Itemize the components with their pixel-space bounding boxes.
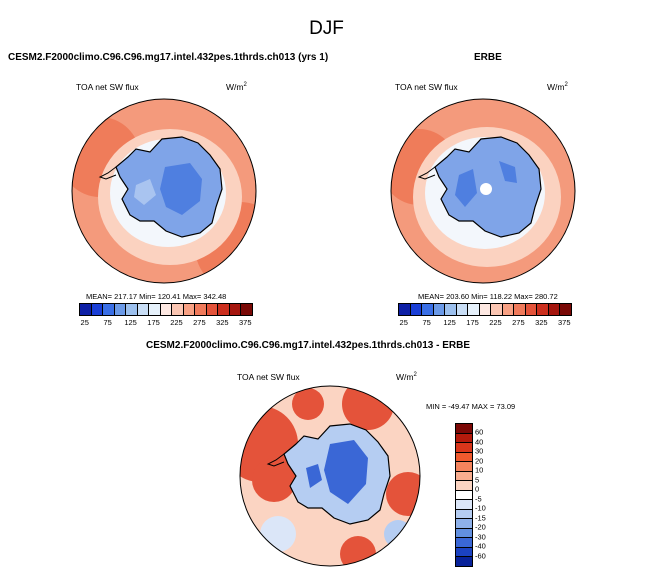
colorbar-swatch	[502, 304, 515, 315]
colorbar-tick-label: 0	[475, 484, 480, 494]
colorbar-swatch	[149, 304, 161, 315]
obs-polar-map	[390, 98, 576, 284]
colorbar-swatch	[241, 304, 252, 315]
colorbar-swatch	[456, 443, 472, 453]
colorbar-tick-label: -10	[475, 503, 486, 513]
colorbar-swatch	[160, 304, 173, 315]
colorbar-swatch	[172, 304, 184, 315]
colorbar-swatch	[468, 304, 480, 315]
colorbar-tick-label: 20	[475, 456, 484, 466]
colorbar-swatch	[456, 557, 472, 566]
colorbar-swatch	[456, 433, 472, 444]
colorbar-tick-label: 275	[193, 318, 206, 327]
colorbar-tick-label: -40	[475, 541, 486, 551]
colorbar-tick-label: 5	[475, 475, 480, 485]
diff-panel-title: CESM2.F2000climo.C96.C96.mg17.intel.432p…	[146, 340, 471, 351]
colorbar-swatch	[456, 481, 472, 491]
colorbar-tick-label: 75	[422, 318, 431, 327]
model-panel-title: CESM2.F2000climo.C96.C96.mg17.intel.432p…	[8, 52, 329, 63]
diff-colorbar	[455, 423, 473, 567]
colorbar-swatch	[456, 519, 472, 529]
colorbar-tick-label: 25	[80, 318, 89, 327]
colorbar-tick-label: 60	[475, 427, 484, 437]
colorbar-tick-label: 225	[489, 318, 502, 327]
colorbar-tick-label: -60	[475, 551, 486, 561]
colorbar-swatch	[103, 304, 115, 315]
colorbar-tick-label: 40	[475, 437, 484, 447]
obs-panel-title: ERBE	[474, 52, 502, 63]
colorbar-tick-label: -20	[475, 522, 486, 532]
colorbar-swatch	[399, 304, 411, 315]
colorbar-tick-label: 30	[475, 446, 484, 456]
obs-variable-label: TOA net SW flux	[395, 82, 458, 92]
colorbar-swatch	[456, 538, 472, 548]
obs-colorbar	[398, 303, 572, 316]
colorbar-swatch	[548, 304, 561, 315]
colorbar-swatch	[445, 304, 457, 315]
colorbar-tick-label: 175	[466, 318, 479, 327]
colorbar-swatch	[491, 304, 503, 315]
colorbar-swatch	[456, 528, 472, 539]
colorbar-swatch	[126, 304, 138, 315]
colorbar-swatch	[456, 424, 472, 434]
obs-polar-hole	[480, 183, 492, 195]
colorbar-swatch	[514, 304, 526, 315]
colorbar-tick-label: 175	[147, 318, 160, 327]
colorbar-tick-label: 10	[475, 465, 484, 475]
colorbar-tick-label: 325	[216, 318, 229, 327]
figure-title: DJF	[309, 18, 344, 39]
colorbar-swatch	[456, 509, 472, 520]
colorbar-swatch	[433, 304, 446, 315]
colorbar-tick-label: 375	[239, 318, 252, 327]
colorbar-swatch	[137, 304, 150, 315]
colorbar-swatch	[456, 500, 472, 510]
colorbar-tick-label: 275	[512, 318, 525, 327]
diff-polar-map	[239, 385, 421, 567]
colorbar-swatch	[537, 304, 549, 315]
colorbar-swatch	[525, 304, 538, 315]
colorbar-swatch	[80, 304, 92, 315]
colorbar-swatch	[183, 304, 196, 315]
colorbar-swatch	[456, 471, 472, 482]
colorbar-tick-label: -5	[475, 494, 482, 504]
colorbar-swatch	[206, 304, 219, 315]
colorbar-swatch	[456, 452, 472, 463]
colorbar-tick-label: 75	[103, 318, 112, 327]
colorbar-swatch	[456, 490, 472, 501]
obs-units-label: W/m2	[547, 82, 568, 92]
colorbar-swatch	[456, 547, 472, 558]
colorbar-swatch	[479, 304, 492, 315]
colorbar-tick-label: -15	[475, 513, 486, 523]
colorbar-tick-label: 25	[399, 318, 408, 327]
colorbar-tick-label: 125	[124, 318, 137, 327]
colorbar-swatch	[456, 304, 469, 315]
model-colorbar	[79, 303, 253, 316]
colorbar-tick-label: 325	[535, 318, 548, 327]
colorbar-tick-label: 375	[558, 318, 571, 327]
diff-units-label: W/m2	[396, 372, 417, 382]
colorbar-swatch	[195, 304, 207, 315]
diff-variable-label: TOA net SW flux	[237, 372, 300, 382]
diff-stats: MIN = -49.47 MAX = 73.09	[426, 402, 516, 411]
colorbar-tick-label: -30	[475, 532, 486, 542]
colorbar-swatch	[422, 304, 434, 315]
colorbar-swatch	[560, 304, 571, 315]
model-stats: MEAN= 217.17 Min= 120.41 Max= 342.48	[86, 292, 227, 301]
model-units-label: W/m2	[226, 82, 247, 92]
model-variable-label: TOA net SW flux	[76, 82, 139, 92]
colorbar-swatch	[91, 304, 104, 315]
colorbar-swatch	[229, 304, 242, 315]
colorbar-tick-label: 125	[443, 318, 456, 327]
colorbar-swatch	[410, 304, 423, 315]
colorbar-tick-label: 225	[170, 318, 183, 327]
colorbar-swatch	[114, 304, 127, 315]
model-polar-map	[71, 98, 257, 284]
colorbar-swatch	[456, 462, 472, 472]
obs-stats: MEAN= 203.60 Min= 118.22 Max= 280.72	[418, 292, 558, 301]
colorbar-swatch	[218, 304, 230, 315]
